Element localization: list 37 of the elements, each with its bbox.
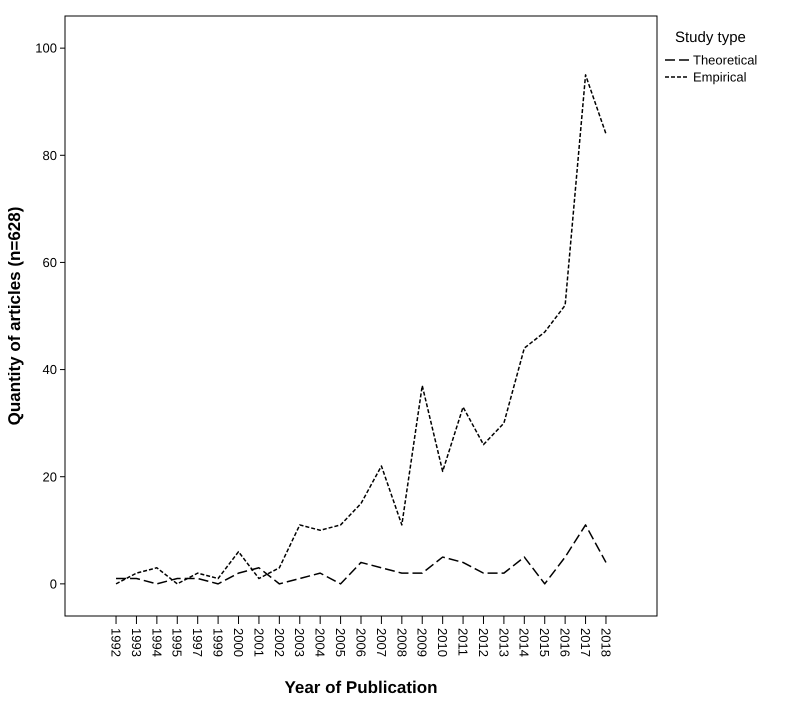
x-tick-label: 2005 [333,628,348,657]
x-tick-label: 2014 [516,628,532,657]
y-tick-label: 80 [42,148,57,163]
y-tick-label: 20 [42,469,57,484]
y-tick-label: 60 [42,254,57,270]
legend-label: Theoretical [693,52,758,68]
y-tick-label: 100 [35,40,57,56]
y-axis-title: Quantity of articles (n=628) [5,206,24,426]
y-tick-label: 40 [42,362,57,378]
x-tick-label: 2017 [578,628,593,657]
x-tick-label: 2016 [558,628,573,657]
x-tick-label: 2012 [476,628,491,657]
x-tick-label: 2007 [374,628,389,657]
x-tick-label: 2001 [251,628,266,657]
legend-title: Study type [675,29,746,46]
line-series [115,74,607,585]
x-tick-label: 1999 [210,628,226,657]
x-axis-title: Year of Publication [284,678,438,697]
x-tick-label: 2008 [394,628,410,657]
x-tick-label: 1997 [190,628,206,657]
x-tick-label: 1992 [108,628,124,657]
x-tick-label: 2015 [537,628,552,657]
x-tick-label: 2018 [598,628,614,657]
x-tick-label: 2000 [230,628,246,657]
x-tick-label: 1993 [128,628,144,657]
x-tick-label: 2009 [414,628,430,657]
x-tick-label: 2010 [435,628,450,657]
x-tick-label: 1995 [170,628,185,657]
x-tick-label: 2006 [353,628,368,657]
y-tick-label: 0 [50,576,57,592]
x-tick-label: 2002 [272,628,287,657]
x-tick-label: 2013 [496,628,512,657]
x-tick-label: 2004 [312,628,328,657]
x-tick-label: 2003 [292,628,308,657]
x-tick-label: 1994 [149,628,164,657]
x-tick-label: 2011 [456,628,471,656]
legend-label: Empirical [693,70,747,85]
